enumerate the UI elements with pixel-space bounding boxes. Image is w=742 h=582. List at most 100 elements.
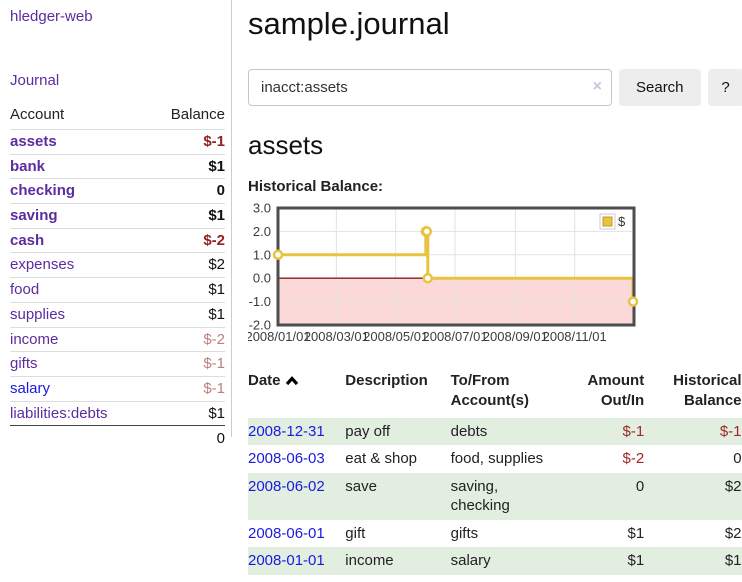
transaction-date-link[interactable]: 2008-06-03 (248, 450, 325, 467)
search-bar: × Search ? (248, 69, 742, 106)
register-row: 2008-06-03 eat & shop food, supplies $-2 0 (248, 445, 742, 473)
account-row: gifts $-1 (10, 351, 225, 377)
svg-text:2008/05/01: 2008/05/01 (363, 329, 428, 344)
svg-text:2008/03/01: 2008/03/01 (304, 329, 369, 344)
account-link-saving[interactable]: saving (10, 207, 58, 225)
account-link-supplies[interactable]: supplies (10, 305, 66, 323)
register-header-date: Date (248, 369, 345, 418)
transaction-accounts: debts (450, 422, 488, 440)
accounts-total-value: 0 (148, 425, 225, 452)
register-header-date-label: Date (248, 372, 281, 389)
accounts-total-spacer (10, 425, 149, 452)
transaction-date-link[interactable]: 2008-06-01 (248, 524, 325, 542)
register-header-description: Description (345, 372, 428, 389)
account-link-bank[interactable]: bank (10, 157, 46, 175)
account-link-income[interactable]: income (10, 330, 59, 348)
register-row: 2008-12-31 pay off debts $-1 $-1 (248, 417, 742, 445)
account-balance: $1 (148, 203, 225, 229)
accounts-header-account: Account (10, 106, 65, 123)
account-name-cell: bank (10, 153, 149, 179)
accounts-header-balance: Balance (170, 106, 225, 123)
register-table: Date Description To/From Account(s) Amou… (248, 369, 742, 575)
account-name-cell: saving (10, 203, 149, 229)
chart-title: Historical Balance: (248, 178, 384, 195)
register-header-amount: Amount Out/In (587, 372, 645, 410)
sidebar: hledger-web Journal Account Balance asse… (0, 0, 232, 452)
transaction-description: pay off (345, 422, 391, 440)
accounts-header-row: Account Balance (10, 102, 225, 130)
help-button[interactable]: ? (707, 69, 742, 106)
transaction-date-cell: 2008-06-01 (248, 520, 345, 548)
account-link-expenses[interactable]: expenses (10, 256, 75, 274)
account-row: salary $-1 (10, 375, 225, 402)
transaction-date-cell: 2008-06-03 (248, 445, 345, 473)
account-balance: $1 (148, 277, 225, 303)
svg-text:2.0: 2.0 (253, 224, 271, 239)
account-row: supplies $1 (10, 301, 225, 327)
register-header-row: Date Description To/From Account(s) Amou… (248, 369, 742, 418)
account-link-liabilities-debts[interactable]: liabilities:debts (10, 404, 108, 422)
transaction-accounts: saving, checking (450, 477, 510, 515)
register-table-body: 2008-12-31 pay off debts $-1 $-1 2008-06-03 ea… (248, 417, 742, 575)
account-balance: 0 (148, 178, 225, 204)
account-row: income $-2 (10, 326, 225, 352)
transaction-amount: $1 (627, 524, 645, 542)
account-row: expenses $2 (10, 252, 225, 278)
account-row: bank $1 (10, 153, 225, 179)
transaction-balance: $2 (724, 524, 742, 542)
register-row: 2008-06-02 save saving, checking 0 $2 (248, 472, 742, 520)
account-row: checking 0 (10, 178, 225, 204)
transaction-balance: 0 (733, 450, 742, 467)
account-balance: $2 (148, 252, 225, 278)
transaction-balance: $-1 (719, 422, 742, 440)
svg-text:-2.0: -2.0 (249, 318, 271, 333)
account-name-cell: supplies (10, 301, 149, 327)
account-balance: $-1 (148, 129, 225, 155)
clear-search-icon[interactable]: × (592, 78, 602, 95)
search-input-wrap: × (248, 69, 612, 106)
app-brand-link[interactable]: hledger-web (10, 8, 93, 25)
account-name-cell: expenses (10, 252, 149, 278)
sort-chevron-up-icon (285, 376, 298, 386)
transaction-amount: 0 (635, 477, 645, 495)
svg-text:0.0: 0.0 (253, 271, 271, 286)
account-row: assets $-1 (10, 129, 225, 155)
transaction-date-link[interactable]: 2008-12-31 (248, 422, 325, 440)
account-row: cash $-2 (10, 227, 225, 253)
transaction-description: income (345, 552, 394, 569)
nav-journal-link[interactable]: Journal (10, 72, 60, 89)
account-balance: $1 (148, 400, 225, 426)
account-link-gifts[interactable]: gifts (10, 355, 38, 373)
transaction-balance: $2 (724, 477, 742, 495)
historical-balance-chart[interactable]: 3.0 2.0 1.0 0.0 -1.0 -2.02008/01/012008/03/01… (245, 201, 742, 351)
account-link-cash[interactable]: cash (10, 231, 45, 249)
search-input[interactable] (248, 69, 612, 106)
account-row: food $1 (10, 277, 225, 303)
transaction-date-cell: 2008-01-01 (248, 547, 345, 575)
search-button[interactable]: Search (619, 69, 701, 106)
accounts-table-body: assets $-1 bank $1 checking 0 saving $1 cash $-2 e… (10, 129, 225, 426)
register-row: 2008-06-01 gift gifts $1 $2 (248, 520, 742, 548)
account-name-cell: cash (10, 227, 149, 253)
main-content: sample.journal × Search ? assets Histori… (232, 0, 742, 582)
transaction-date-cell: 2008-06-02 (248, 473, 345, 520)
svg-text:1.0: 1.0 (253, 247, 271, 262)
account-link-salary[interactable]: salary (10, 379, 51, 397)
account-name-cell: salary (10, 375, 149, 402)
transaction-description: eat & shop (345, 450, 418, 467)
account-name-cell: income (10, 326, 149, 352)
transaction-accounts: salary (450, 552, 491, 569)
account-heading: assets (248, 130, 324, 160)
account-link-checking[interactable]: checking (10, 182, 76, 200)
account-name-cell: liabilities:debts (10, 400, 149, 426)
account-row: liabilities:debts $1 (10, 400, 225, 426)
account-row: saving $1 (10, 203, 225, 229)
transaction-date-link[interactable]: 2008-01-01 (248, 552, 325, 569)
transaction-accounts: gifts (450, 524, 479, 542)
account-link-food[interactable]: food (10, 281, 40, 299)
account-name-cell: checking (10, 178, 149, 204)
transaction-description: save (345, 477, 377, 495)
transaction-date-link[interactable]: 2008-06-02 (248, 477, 325, 495)
account-balance: $-1 (148, 375, 225, 402)
account-link-assets[interactable]: assets (10, 133, 57, 150)
